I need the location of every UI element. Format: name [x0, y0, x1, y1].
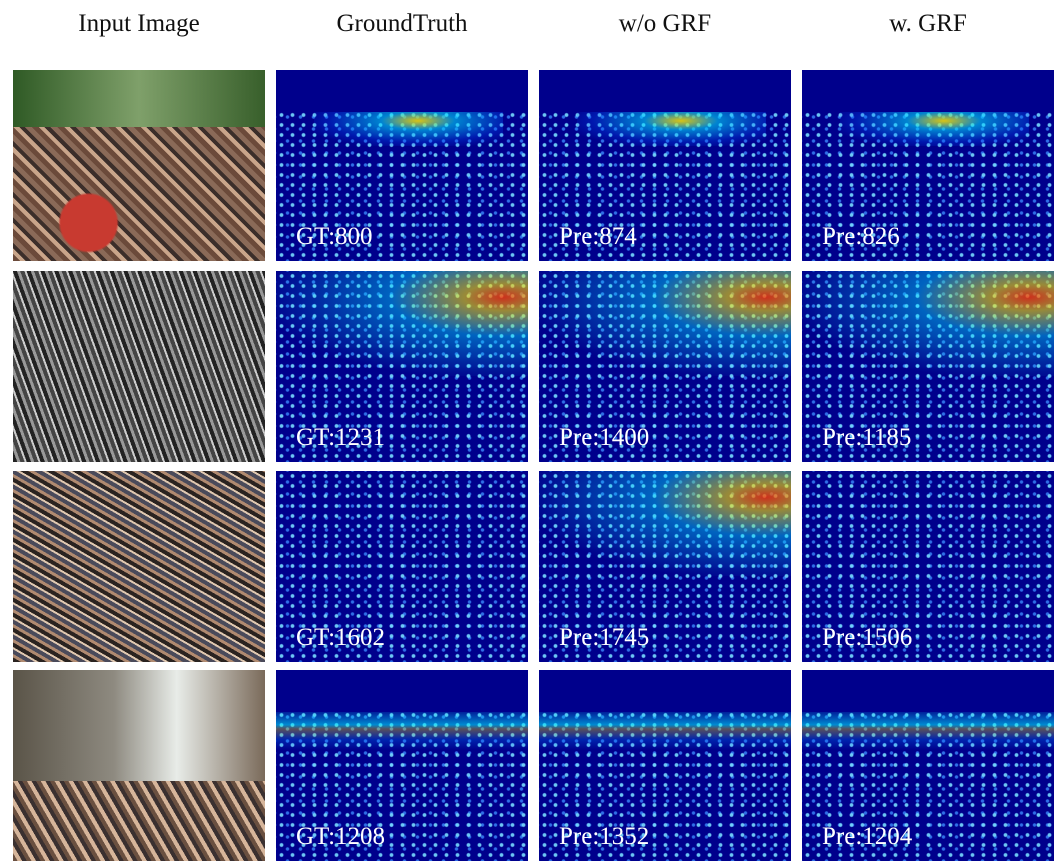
density-map: GT:1208 — [276, 670, 528, 861]
count-label: Pre:1352 — [559, 823, 649, 851]
count-label: Pre:1400 — [559, 424, 649, 452]
count-label: Pre:1185 — [822, 424, 911, 452]
density-map: Pre:1204 — [802, 670, 1054, 861]
count-label: GT:1602 — [296, 624, 385, 652]
count-label: Pre:1745 — [559, 624, 649, 652]
column-header: Input Image — [13, 10, 265, 38]
count-label: Pre:826 — [822, 223, 900, 251]
density-map: Pre:1400 — [539, 271, 791, 462]
density-map: Pre:826 — [802, 70, 1054, 261]
count-label: Pre:1204 — [822, 823, 912, 851]
count-label: Pre:874 — [559, 223, 637, 251]
count-label: GT:1208 — [296, 823, 385, 851]
density-map: Pre:1185 — [802, 271, 1054, 462]
density-map: GT:800 — [276, 70, 528, 261]
count-label: GT:1231 — [296, 424, 385, 452]
count-label: Pre:1506 — [822, 624, 912, 652]
column-header: w. GRF — [802, 10, 1054, 38]
density-map: Pre:1506 — [802, 471, 1054, 662]
density-map: Pre:1352 — [539, 670, 791, 861]
density-map: Pre:874 — [539, 70, 791, 261]
column-header: w/o GRF — [539, 10, 791, 38]
input-image — [13, 70, 265, 261]
density-map: GT:1231 — [276, 271, 528, 462]
density-map: Pre:1745 — [539, 471, 791, 662]
input-image — [13, 670, 265, 861]
count-label: GT:800 — [296, 223, 373, 251]
figure: Input Image GroundTruth w/o GRF w. GRF GT:80… — [0, 0, 1057, 861]
column-header: GroundTruth — [276, 10, 528, 38]
input-image — [13, 471, 265, 662]
input-image — [13, 271, 265, 462]
density-map: GT:1602 — [276, 471, 528, 662]
